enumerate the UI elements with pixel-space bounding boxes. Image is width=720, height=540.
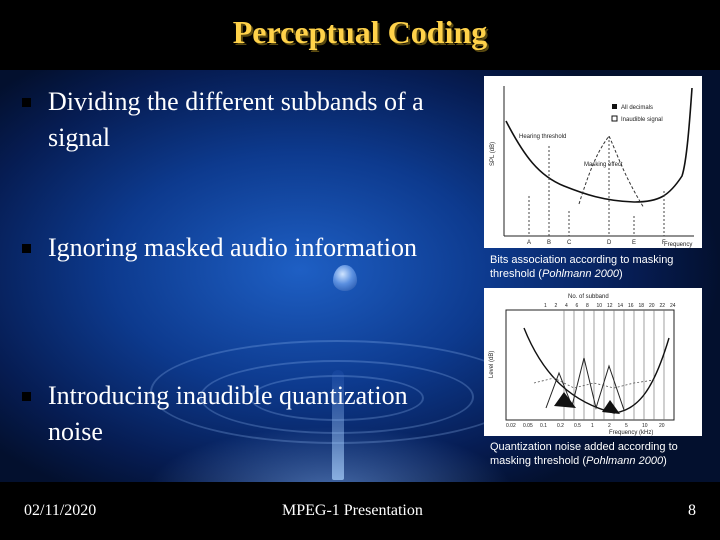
subband-tick: 6 [576, 303, 579, 309]
subband-tick: 20 [649, 303, 655, 309]
x-tick: C [567, 240, 572, 246]
figure2-caption-end: ) [663, 455, 667, 467]
bullet-text: Ignoring masked audio information [48, 233, 417, 262]
x-axis-label: Frequency [664, 242, 692, 248]
quantization-noise-figure: No. of subband 1 2 4 6 8 10 12 14 16 18 20 22 24 Lev… [484, 288, 702, 436]
water-splash [332, 370, 344, 480]
masking-threshold-figure: All decimals Inaudible signal Hearing th… [484, 76, 702, 248]
slide-title: Perceptual Coding [232, 14, 488, 50]
legend-label: Inaudible signal [621, 117, 663, 123]
frequency-tick: 0.02 [506, 423, 516, 429]
x-tick: D [607, 240, 612, 246]
x-tick: A [527, 240, 531, 246]
subband-tick: 1 [544, 303, 547, 309]
x-tick: E [632, 240, 636, 246]
bullet-marker [22, 98, 31, 107]
subband-tick: 2 [555, 303, 558, 309]
y-axis-label: Level (dB) [489, 351, 495, 378]
subband-tick: 14 [618, 303, 624, 309]
bullet-text: Dividing the different subbands of a sig… [48, 87, 424, 152]
subband-tick: 10 [597, 303, 603, 309]
legend-label: All decimals [621, 105, 653, 111]
footer-date: 02/11/2020 [24, 502, 97, 519]
subband-tick: 8 [586, 303, 589, 309]
x-tick: F [662, 240, 666, 246]
subband-tick: 18 [639, 303, 645, 309]
figure2-caption-text: Quantization noise added according to ma… [490, 441, 678, 467]
figure1-caption-source: Pohlmann 2000 [541, 268, 620, 280]
x-tick: B [547, 240, 551, 246]
subband-tick: 22 [660, 303, 666, 309]
footer-title: MPEG-1 Presentation [282, 502, 423, 519]
masking-threshold-plot: All decimals Inaudible signal Hearing th… [490, 86, 694, 248]
masking-effect-label: Masking effect [584, 162, 623, 168]
y-axis-label: SPL (dB) [490, 142, 496, 166]
frequency-tick: 10 [642, 423, 648, 429]
frequency-tick: 1 [591, 423, 594, 429]
figure1-caption-text: Bits association according to masking th… [490, 254, 674, 280]
subband-tick: 24 [670, 303, 676, 309]
figure2-caption-source: Pohlmann 2000 [586, 455, 664, 467]
hearing-threshold-label: Hearing threshold [519, 134, 566, 140]
frequency-tick: 5 [625, 423, 628, 429]
page-number: 8 [688, 502, 696, 519]
subband-tick: 4 [565, 303, 568, 309]
figure1-caption-end: ) [619, 268, 623, 280]
subband-tick: 16 [628, 303, 634, 309]
frequency-tick: 2 [608, 423, 611, 429]
frequency-tick: 0.5 [574, 423, 581, 429]
figure1-caption: Bits association according to masking th… [490, 253, 705, 281]
bullet-text: Introducing inaudible quantization noise [48, 381, 408, 446]
figure2-caption: Quantization noise added according to ma… [490, 440, 705, 468]
bullet-marker [22, 392, 31, 401]
water-drop [333, 265, 357, 291]
x-axis-label: Frequency (kHz) [609, 430, 653, 436]
subband-tick: 12 [607, 303, 613, 309]
quantization-noise-plot: No. of subband 1 2 4 6 8 10 12 14 16 18 20 22 24 Lev… [489, 294, 676, 436]
frequency-tick: 0.1 [540, 423, 547, 429]
title-bar [0, 0, 720, 70]
frequency-tick: 0.05 [523, 423, 533, 429]
frequency-tick: 0.2 [557, 423, 564, 429]
frequency-tick: 20 [659, 423, 665, 429]
subband-header-label: No. of subband [568, 294, 609, 300]
bullet-marker [22, 244, 31, 253]
